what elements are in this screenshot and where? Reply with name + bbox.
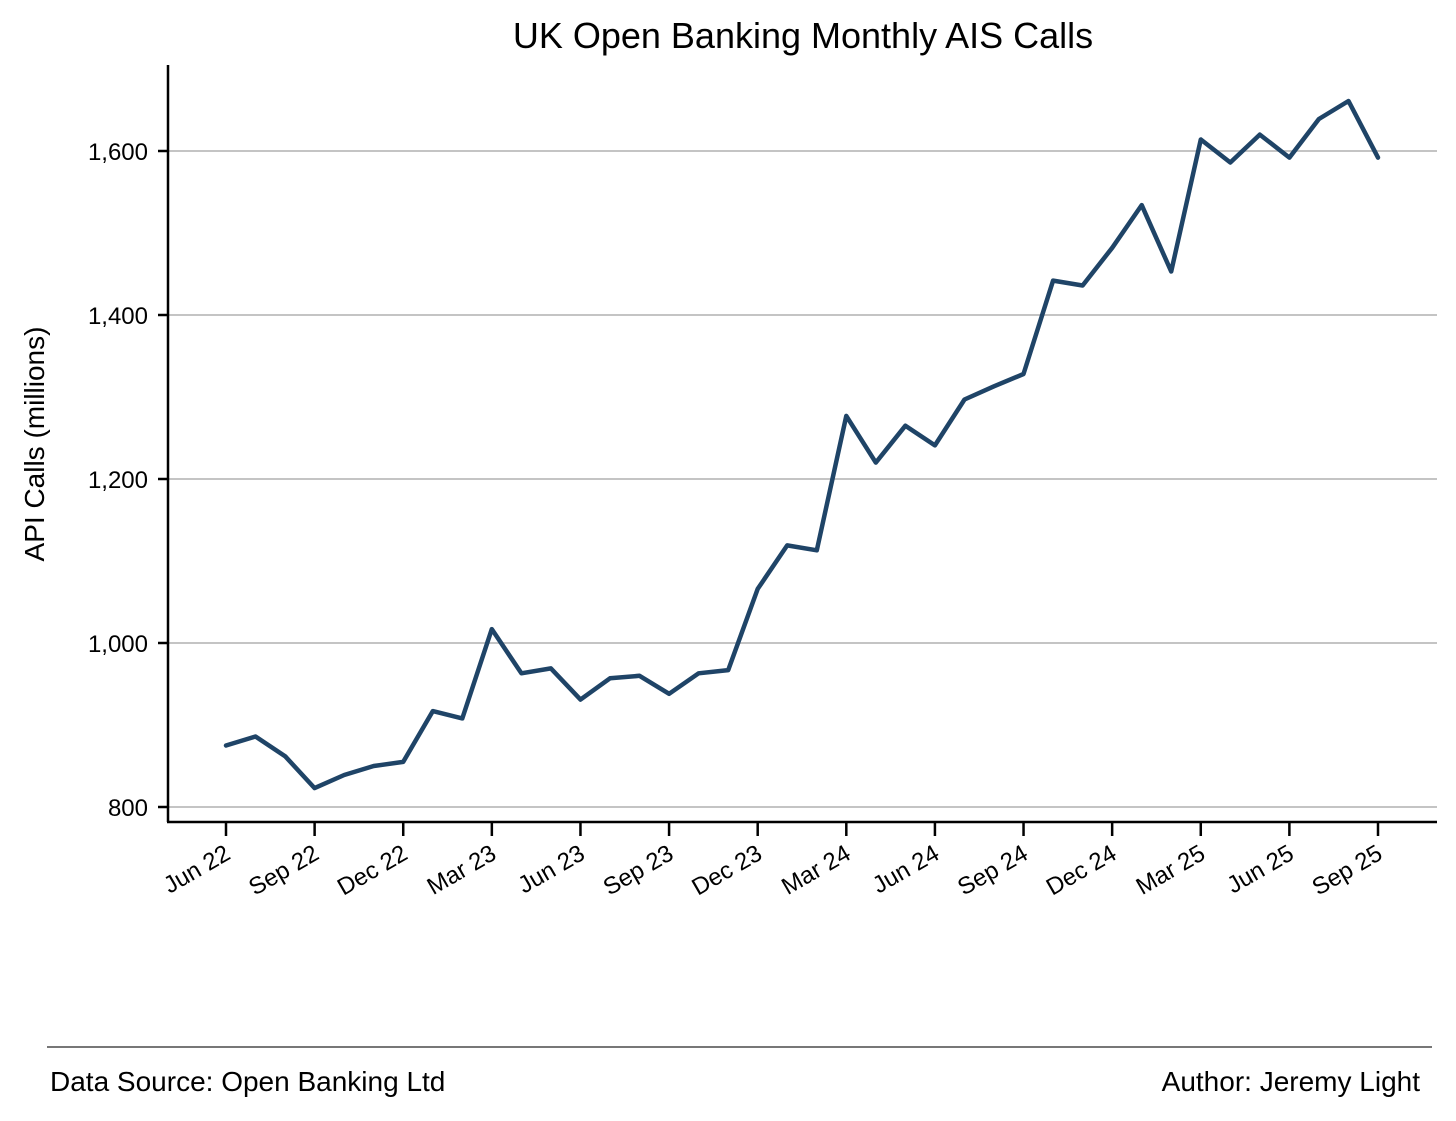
x-axis-ticks: Jun 22 Sep 22 Dec 22 Mar 23 Jun 23 Sep 23 Dec … — [159, 822, 1387, 901]
footer-author: Author: Jeremy Light — [1161, 1066, 1420, 1097]
x-tick-label: Mar 24 — [777, 840, 855, 901]
y-tick-label: 1,200 — [88, 467, 148, 494]
x-tick-label: Dec 22 — [333, 840, 412, 901]
x-tick-label: Mar 25 — [1132, 840, 1210, 901]
x-tick-label: Mar 23 — [423, 840, 501, 901]
x-tick-label: Dec 23 — [687, 840, 766, 901]
gridlines — [168, 150, 1437, 808]
x-tick-label: Sep 23 — [599, 840, 678, 901]
chart-title: UK Open Banking Monthly AIS Calls — [513, 15, 1093, 56]
x-tick-label: Sep 22 — [244, 840, 323, 901]
y-axis-ticks: 800 1,000 1,200 1,400 1,600 — [88, 139, 168, 822]
y-tick-label: 1,400 — [88, 303, 148, 330]
footer-divider — [47, 1046, 1432, 1048]
x-tick-label: Dec 24 — [1042, 840, 1121, 901]
y-tick-label: 1,600 — [88, 139, 148, 166]
y-tick-label: 1,000 — [88, 631, 148, 658]
y-axis-label: API Calls (millions) — [19, 327, 50, 562]
x-tick-label: Jun 24 — [868, 840, 944, 899]
x-tick-label: Jun 22 — [159, 840, 235, 899]
x-tick-label: Sep 24 — [953, 840, 1032, 901]
x-tick-label: Jun 23 — [514, 840, 590, 899]
x-tick-label: Sep 25 — [1308, 840, 1387, 901]
footer-data-source: Data Source: Open Banking Ltd — [50, 1066, 446, 1097]
series-layer — [223, 98, 1381, 791]
y-tick-label: 800 — [108, 795, 148, 822]
x-tick-label: Jun 25 — [1222, 840, 1298, 899]
series-line — [223, 98, 1381, 791]
